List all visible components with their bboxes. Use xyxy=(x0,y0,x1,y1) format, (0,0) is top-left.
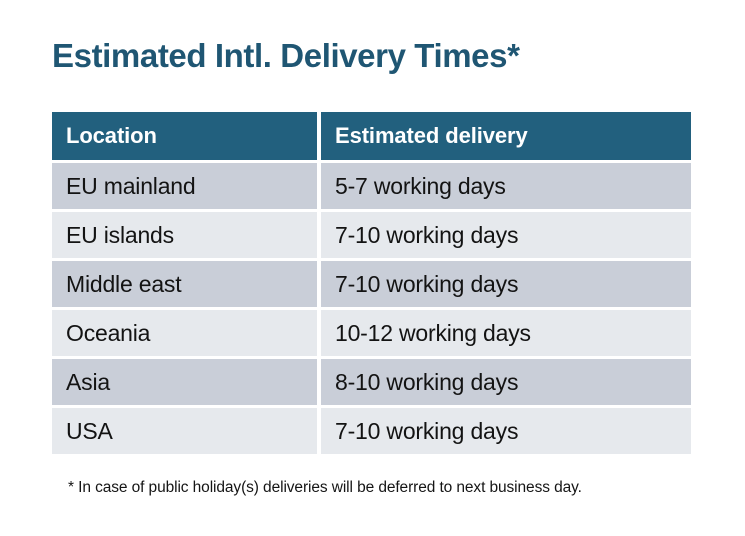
cell-estimated-delivery: 10-12 working days xyxy=(321,310,691,356)
cell-estimated-delivery: 7-10 working days xyxy=(321,261,691,307)
cell-estimated-delivery: 7-10 working days xyxy=(321,212,691,258)
page-title: Estimated Intl. Delivery Times* xyxy=(52,37,520,74)
table-row: Oceania 10-12 working days xyxy=(52,310,691,356)
cell-location: EU mainland xyxy=(52,163,317,209)
column-header-location: Location xyxy=(52,112,317,160)
table-header-row: Location Estimated delivery xyxy=(52,112,691,160)
cell-location: Asia xyxy=(52,359,317,405)
cell-location: EU islands xyxy=(52,212,317,258)
delivery-times-table: Location Estimated delivery EU mainland … xyxy=(52,112,691,457)
table-row: EU islands 7-10 working days xyxy=(52,212,691,258)
cell-location: Oceania xyxy=(52,310,317,356)
table-row: EU mainland 5-7 working days xyxy=(52,163,691,209)
cell-location: Middle east xyxy=(52,261,317,307)
cell-estimated-delivery: 8-10 working days xyxy=(321,359,691,405)
table-row: Middle east 7-10 working days xyxy=(52,261,691,307)
cell-estimated-delivery: 7-10 working days xyxy=(321,408,691,454)
table-row: USA 7-10 working days xyxy=(52,408,691,454)
footnote-text: * In case of public holiday(s) deliverie… xyxy=(68,479,582,496)
column-header-estimated-delivery: Estimated delivery xyxy=(321,112,691,160)
cell-estimated-delivery: 5-7 working days xyxy=(321,163,691,209)
table-row: Asia 8-10 working days xyxy=(52,359,691,405)
cell-location: USA xyxy=(52,408,317,454)
